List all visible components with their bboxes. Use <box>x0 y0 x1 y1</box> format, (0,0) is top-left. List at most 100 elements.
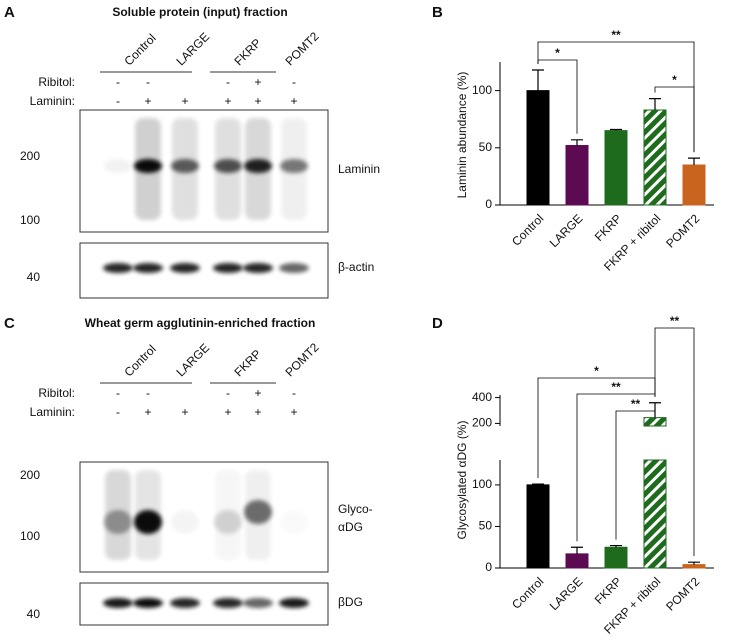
blot-band <box>280 510 308 534</box>
lane-label: POMT2 <box>282 29 321 68</box>
significance-label: ** <box>611 28 621 42</box>
error-bar <box>571 546 583 554</box>
treatment-sign: + <box>224 405 231 419</box>
treatment-sign: + <box>144 405 151 419</box>
blot-band <box>213 598 243 608</box>
lane-label: LARGE <box>173 30 212 69</box>
significance-bracket <box>654 86 695 153</box>
x-tick-label: POMT2 <box>663 574 702 613</box>
marker-label: 200 <box>20 468 40 482</box>
band-label: Laminin <box>338 162 380 176</box>
treatment-sign: + <box>254 405 261 419</box>
bar <box>643 417 667 569</box>
y-tick-label: 400 <box>472 390 492 404</box>
error-bar <box>532 483 544 485</box>
marker-label: 100 <box>20 213 40 227</box>
blot-band <box>214 510 242 534</box>
blot-band <box>244 500 272 524</box>
x-tick-label: LARGE <box>547 211 586 250</box>
significance-label: * <box>594 364 599 378</box>
band-label: β-actin <box>338 260 374 274</box>
bar <box>565 145 589 206</box>
panel-letter: D <box>432 315 443 332</box>
error-bar <box>610 128 622 131</box>
x-tick-label: LARGE <box>547 574 586 613</box>
treatment-sign: - <box>146 75 150 89</box>
lane-label: POMT2 <box>282 340 321 379</box>
treatment-sign: + <box>144 94 151 108</box>
row-label: Ribitol: <box>38 386 75 400</box>
x-tick-label: Control <box>509 574 546 611</box>
significance-label: * <box>555 46 560 60</box>
band-label: βDG <box>338 595 363 609</box>
significance-bracket <box>537 377 656 479</box>
blot-band <box>170 598 200 608</box>
blot-band <box>103 263 133 273</box>
blot-band <box>134 510 162 534</box>
y-tick-label: 50 <box>479 140 493 154</box>
significance-bracket <box>615 410 655 540</box>
marker-label: 100 <box>20 529 40 543</box>
marker-label: 40 <box>27 607 41 621</box>
error-bar <box>649 402 661 418</box>
blot-band <box>171 510 199 534</box>
blot-band <box>244 159 272 173</box>
bar <box>604 546 628 569</box>
blot-band <box>213 263 243 273</box>
panel-title: Soluble protein (input) fraction <box>112 5 287 19</box>
blot-band <box>133 598 163 608</box>
error-bar <box>649 98 661 111</box>
error-bar <box>610 544 622 548</box>
bar <box>526 90 550 206</box>
blot-band <box>103 598 133 608</box>
blot-band <box>280 159 308 173</box>
panel-letter: C <box>4 315 15 332</box>
blot-band <box>134 159 162 173</box>
lane-label: FKRP <box>231 36 264 69</box>
blot-band <box>279 263 309 273</box>
x-tick-label: Control <box>509 211 546 248</box>
row-label: Laminin: <box>30 405 75 419</box>
treatment-sign: - <box>146 386 150 400</box>
treatment-sign: + <box>290 405 297 419</box>
blot-band <box>243 263 273 273</box>
treatment-sign: + <box>254 386 261 400</box>
row-label: Laminin: <box>30 94 75 108</box>
treatment-sign: + <box>181 405 188 419</box>
treatment-sign: + <box>254 75 261 89</box>
blot-band <box>104 159 132 173</box>
x-tick-label: POMT2 <box>663 211 702 250</box>
y-tick-label: 50 <box>479 519 493 533</box>
lane-label: Control <box>121 31 158 68</box>
y-tick-label: 100 <box>472 83 492 97</box>
lane-label: FKRP <box>231 347 264 380</box>
y-axis-label: Glycosylated αDG (%) <box>455 421 469 540</box>
treatment-sign: - <box>226 386 230 400</box>
row-label: Ribitol: <box>38 75 75 89</box>
blot-band <box>133 263 163 273</box>
blot-band <box>170 263 200 273</box>
x-tick-label: FKRP <box>592 574 625 607</box>
bar <box>682 164 706 206</box>
treatment-sign: - <box>116 386 120 400</box>
error-bar <box>688 561 700 565</box>
treatment-sign: - <box>116 94 120 108</box>
treatment-sign: + <box>224 94 231 108</box>
significance-label: * <box>672 73 677 87</box>
blot-band <box>171 159 199 173</box>
significance-label: ** <box>631 397 641 411</box>
error-bar <box>571 139 583 146</box>
treatment-sign: - <box>292 75 296 89</box>
blot-band <box>243 598 273 608</box>
blot-band <box>214 159 242 173</box>
panel-title: Wheat germ agglutinin-enriched fraction <box>85 316 316 330</box>
treatment-sign: + <box>290 94 297 108</box>
bar <box>565 553 589 569</box>
treatment-sign: - <box>292 386 296 400</box>
treatment-sign: - <box>116 75 120 89</box>
treatment-sign: + <box>254 94 261 108</box>
panel-letter: A <box>4 4 15 21</box>
band-label-part: αDG <box>338 520 363 534</box>
y-tick-label: 100 <box>472 477 492 491</box>
y-tick-label: 0 <box>485 560 492 574</box>
